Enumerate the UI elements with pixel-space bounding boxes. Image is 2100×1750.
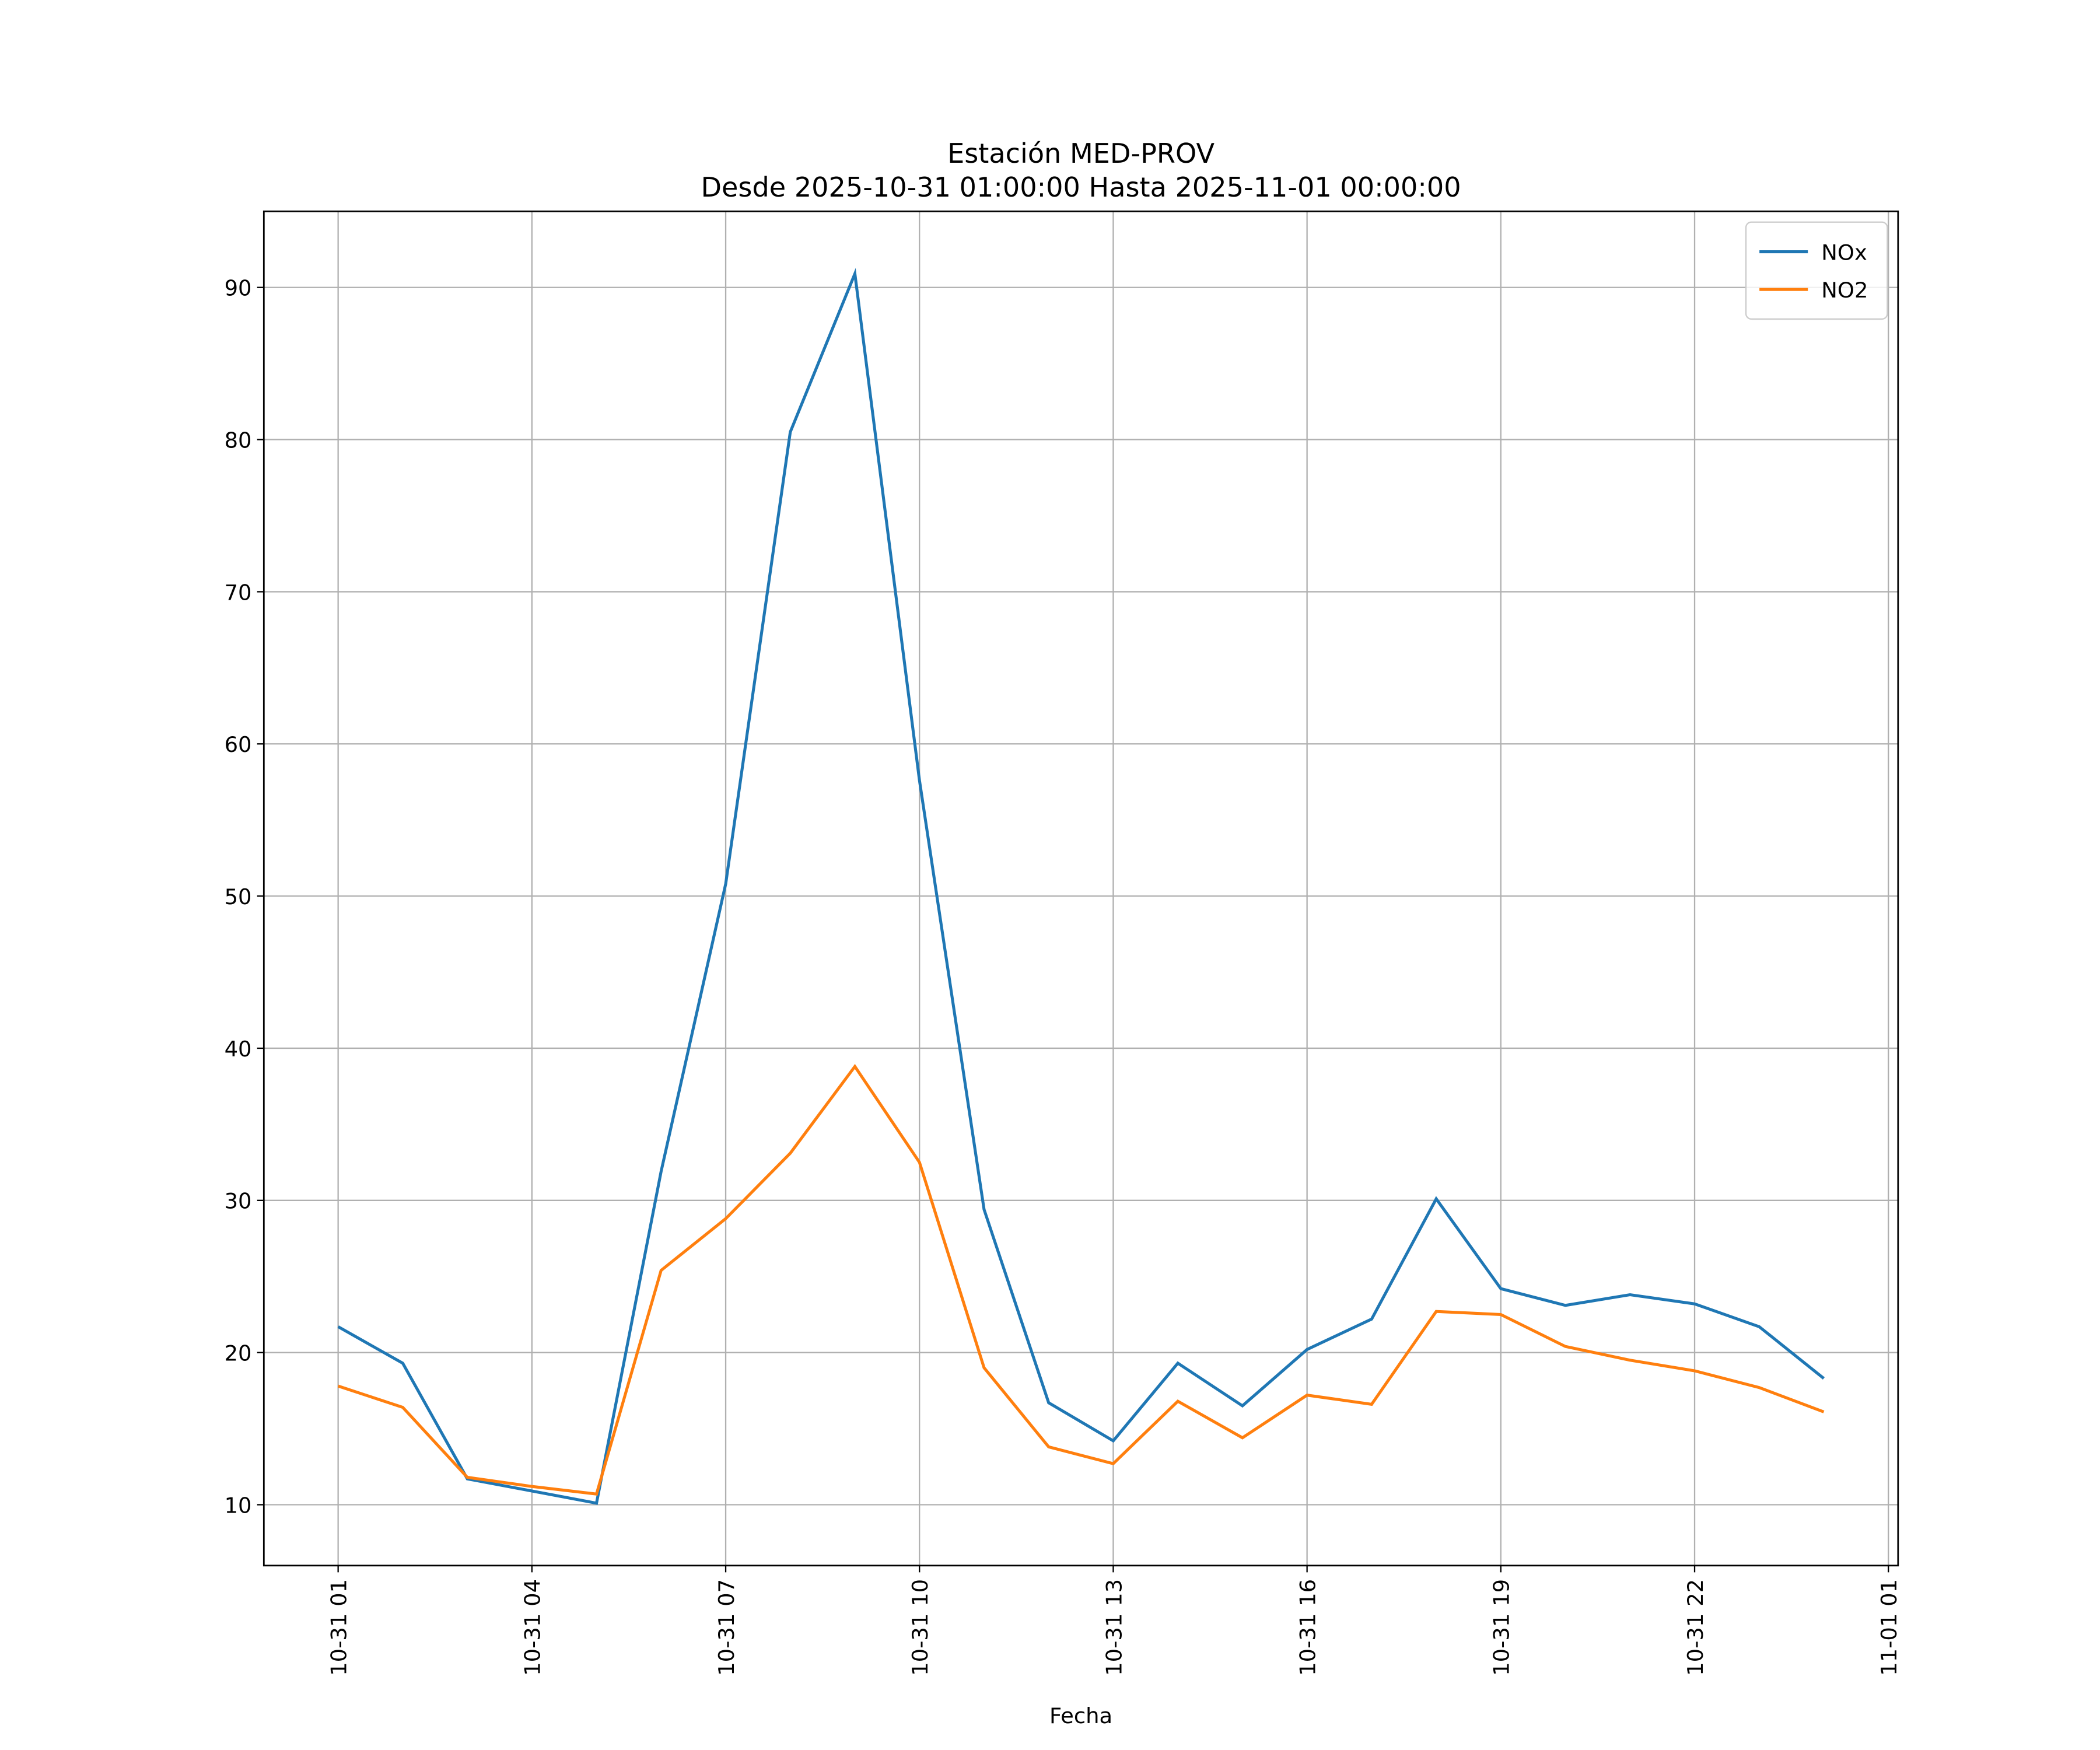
x-tick-label: 10-31 10	[908, 1579, 933, 1676]
y-tick-label: 10	[225, 1493, 252, 1518]
legend-label: NO2	[1821, 278, 1868, 303]
y-tick-label: 80	[225, 428, 252, 453]
chart-subtitle: Desde 2025-10-31 01:00:00 Hasta 2025-11-…	[701, 172, 1461, 203]
y-tick-label: 40	[225, 1037, 252, 1062]
y-tick-label: 90	[225, 276, 252, 301]
x-tick-label: 10-31 16	[1295, 1579, 1320, 1676]
legend-box	[1745, 221, 1888, 320]
x-tick-label: 10-31 19	[1489, 1579, 1514, 1676]
legend-label: NOx	[1821, 240, 1867, 265]
x-tick-label: 10-31 22	[1683, 1579, 1708, 1676]
chart-title: Estación MED-PROV	[947, 138, 1214, 169]
x-tick-label: 10-31 01	[326, 1579, 351, 1676]
plot-frame	[262, 210, 1899, 1567]
y-tick-label: 30	[225, 1189, 252, 1214]
y-tick-label: 70	[225, 580, 252, 605]
y-tick-label: 50	[225, 884, 252, 909]
line-series	[337, 268, 1825, 1505]
x-axis-label: Fecha	[1049, 1703, 1112, 1728]
y-tick-label: 20	[225, 1341, 252, 1366]
x-tick-label: 10-31 04	[520, 1579, 545, 1676]
legend: NOx NO2	[1745, 221, 1888, 320]
x-tick-label: 10-31 13	[1101, 1579, 1126, 1676]
line-series	[337, 1063, 1825, 1496]
x-tick-label: 10-31 07	[714, 1579, 739, 1676]
x-tick-label: 11-01 01	[1877, 1579, 1902, 1676]
y-tick-label: 60	[225, 732, 252, 757]
